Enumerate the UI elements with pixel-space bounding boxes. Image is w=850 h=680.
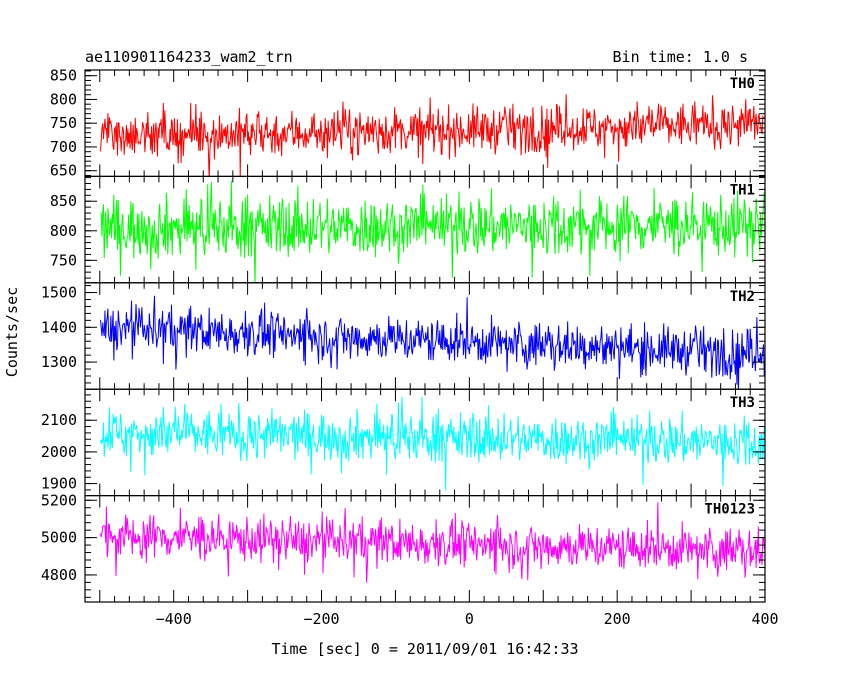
- y-tick-label: 1500: [41, 284, 77, 302]
- y-tick-label: 2100: [41, 411, 77, 429]
- panel-frame: [84, 388, 766, 497]
- y-axis-label: Counts/sec: [3, 287, 21, 377]
- panels-group: 650 700 750 800 850 TH0 750 800 850 TH1 1300 1400 15…: [41, 67, 779, 628]
- y-tick-label: 1300: [41, 353, 77, 371]
- y-tick-label: 700: [50, 138, 77, 156]
- y-tick-label: 2000: [41, 443, 77, 461]
- series-label-th3: TH3: [730, 395, 755, 411]
- y-tick-label: 1400: [41, 318, 77, 336]
- series-label-th0: TH0: [730, 76, 755, 92]
- y-tick-label: 1900: [41, 475, 77, 493]
- y-tick-label: 750: [50, 251, 77, 269]
- y-tick-label: 750: [50, 114, 77, 132]
- y-tick-label: 850: [50, 192, 77, 210]
- panel-th1: 750 800 850 TH1: [50, 175, 766, 284]
- series-label-th0123: TH0123: [704, 502, 755, 518]
- series-line-th0123: [100, 502, 765, 583]
- y-tick-label: 5000: [41, 529, 77, 547]
- series-line-th0: [100, 94, 765, 177]
- series-line-th1: [100, 180, 765, 283]
- panel-th0: 650 700 750 800 850 TH0: [50, 67, 766, 180]
- series-line-th2: [100, 295, 765, 390]
- y-tick-label: 800: [50, 222, 77, 240]
- y-tick-label: 4800: [41, 566, 77, 584]
- x-tick-label: −200: [303, 610, 339, 628]
- panel-th0123: 4800 5000 5200 TH0123: [41, 491, 766, 603]
- series-label-th1: TH1: [730, 182, 755, 198]
- series-line-th3: [100, 396, 765, 491]
- series-label-th2: TH2: [730, 289, 755, 305]
- y-tick-label: 650: [50, 162, 77, 180]
- panel-th2: 1300 1400 1500 TH2: [41, 282, 766, 390]
- x-tick-label: 0: [465, 610, 474, 628]
- y-tick-label: 5200: [41, 491, 77, 509]
- y-tick-label: 850: [50, 67, 77, 85]
- y-tick-label: 800: [50, 90, 77, 108]
- bin-time-label: Bin time: 1.0 s: [613, 48, 748, 66]
- x-axis-label: Time [sec] 0 = 2011/09/01 16:42:33: [271, 640, 578, 658]
- x-tick-label: 200: [604, 610, 631, 628]
- x-tick-label: −400: [156, 610, 192, 628]
- panel-th3: 1900 2000 2100 TH3: [41, 388, 766, 497]
- x-tick-label: 400: [751, 610, 778, 628]
- chart-title: ae110901164233_wam2_trn: [85, 48, 293, 66]
